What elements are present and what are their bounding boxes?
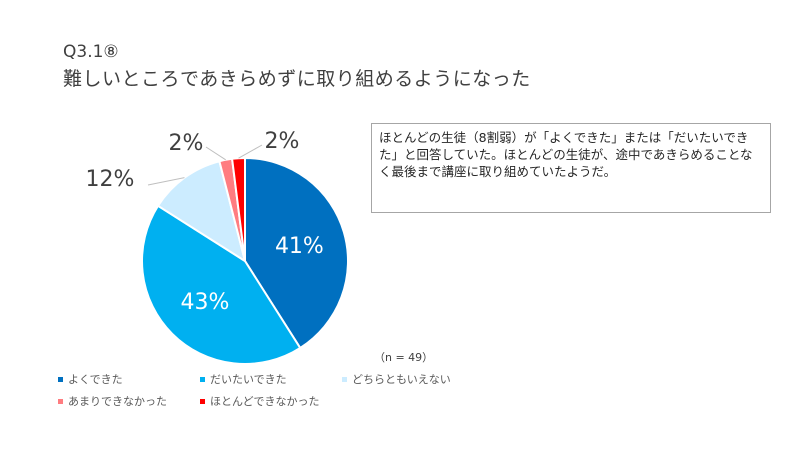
legend-label: だいたいできた [210,373,287,386]
legend-label: どちらともいえない [352,373,451,386]
slice-label: 12% [86,167,135,192]
chart-title: 難しいところであきらめずに取り組めるようになった [63,68,531,90]
legend-swatch [342,376,347,382]
leader-line [147,177,185,186]
slice-daitai [141,204,302,365]
question-number: Q3.1⑧ [63,42,119,62]
legend-swatch [200,376,205,382]
slice-label: 43% [180,290,229,315]
legend-label: ほとんどできなかった [210,395,320,408]
legend-item-daitai: だいたいできた [200,371,287,387]
sample-size: （n = 49） [374,351,434,364]
legend-swatch [200,398,205,404]
legend-item-yoku: よくできた [58,371,123,387]
slice-label: 2% [265,129,300,154]
legend-swatch [58,376,63,382]
legend-label: あまりできなかった [68,395,167,408]
leader-line [238,144,263,159]
legend-swatch [58,398,63,404]
legend-label: よくできた [68,373,123,386]
slice-label: 2% [169,131,204,156]
legend-item-amari: あまりできなかった [58,393,167,409]
legend-item-dochira: どちらともいえない [342,371,451,387]
commentary-box: ほとんどの生徒（8割弱）が「よくできた」または「だいたいできた」と回答していた。… [371,123,771,213]
slice-label: 41% [275,234,324,259]
legend-item-hotondo: ほとんどできなかった [200,393,319,409]
leader-line [205,146,226,161]
